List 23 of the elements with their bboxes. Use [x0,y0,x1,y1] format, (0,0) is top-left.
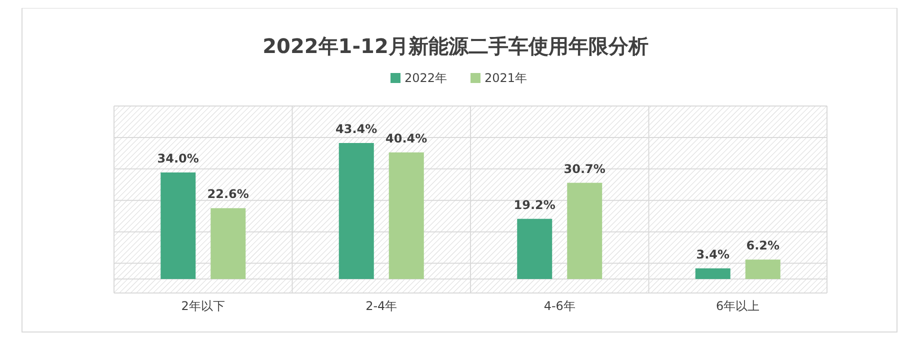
data-label: 30.7% [564,162,606,176]
bar [745,260,780,279]
bar [517,218,552,279]
bar [388,152,424,279]
x-tick-label: 6年以上 [716,299,760,313]
data-label: 3.4% [696,247,730,262]
chart-title: 2022年1-12月新能源二手车使用年限分析 [262,34,648,58]
data-label: 43.4% [336,122,378,136]
bar [210,208,246,279]
bar [695,268,730,279]
bar [567,182,602,279]
data-label: 19.2% [514,198,556,212]
x-tick-label: 4-6年 [544,299,576,313]
x-tick-label: 2年以下 [181,299,225,313]
x-tick-label: 2-4年 [366,299,398,313]
data-label: 40.4% [386,131,428,146]
legend-label: 2022年 [404,71,448,85]
data-label: 22.6% [207,187,249,202]
legend-label: 2021年 [484,71,528,85]
bar [160,172,196,279]
bar [338,143,374,279]
data-label: 6.2% [746,238,780,253]
data-label: 34.0% [157,151,199,166]
